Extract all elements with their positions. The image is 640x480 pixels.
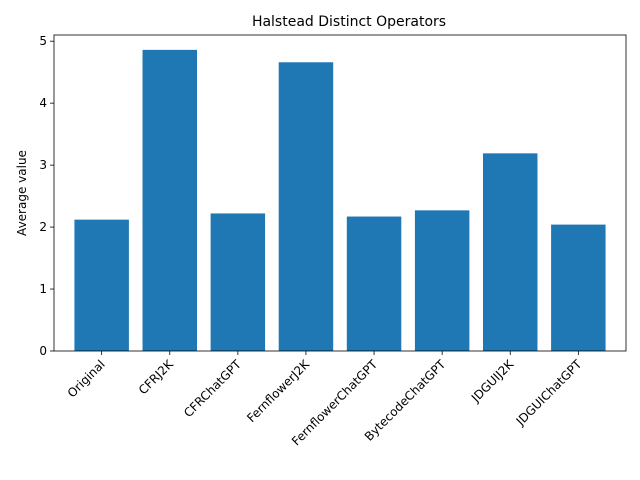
y-axis: 0 1 2 3 4 5 xyxy=(39,34,54,358)
plot-frame xyxy=(53,34,627,352)
chart-title: Halstead Distinct Operators xyxy=(252,14,446,30)
bar-fernflowerchatgpt xyxy=(346,216,402,351)
bar-cfrchatgpt xyxy=(210,213,266,351)
bar-cfrj2k xyxy=(142,49,197,352)
y-tick-label: 1 xyxy=(39,282,47,296)
y-tick-label: 5 xyxy=(39,34,47,48)
x-tick-label: Original xyxy=(65,357,108,400)
y-tick-label: 2 xyxy=(39,220,47,234)
y-tick-label: 4 xyxy=(39,96,47,110)
x-tick-label: JDGUIJ2K xyxy=(468,356,517,405)
bars-group xyxy=(74,49,606,352)
y-axis-label: Average value xyxy=(15,150,29,236)
y-tick-label: 0 xyxy=(39,344,47,358)
bar-original xyxy=(74,219,129,351)
x-tick-label: CFRJ2K xyxy=(136,356,177,397)
x-tick-label: FernflowerJ2K xyxy=(244,356,313,425)
bar-jdguij2k xyxy=(483,153,538,351)
bar-bytecodechatgpt xyxy=(414,210,470,351)
x-tick-label: JDGUIChatGPT xyxy=(513,357,585,429)
y-tick-label: 3 xyxy=(39,158,47,172)
x-axis: Original CFRJ2K CFRChatGPT FernflowerJ2KFer… xyxy=(65,351,585,448)
bar-jdguichatgpt xyxy=(551,224,606,351)
x-tick-label: CFRChatGPT xyxy=(181,357,244,420)
bar-fernflowerj2k xyxy=(278,62,334,351)
